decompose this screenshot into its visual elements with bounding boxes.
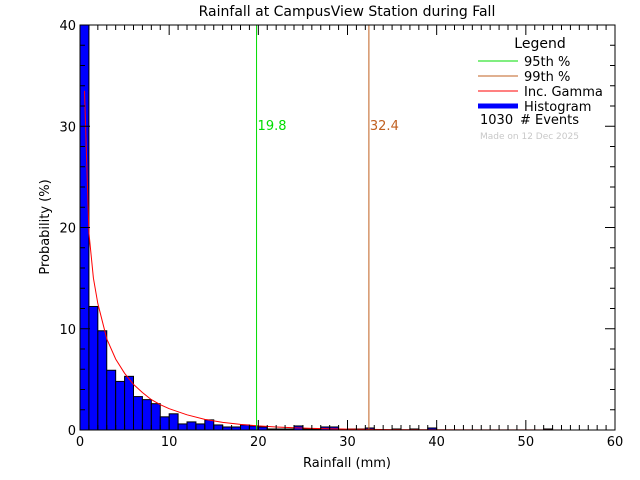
histogram-bar <box>150 403 161 431</box>
legend-item-label: Inc. Gamma <box>524 85 603 100</box>
y-tick-label: 40 <box>59 19 76 34</box>
histogram-bar <box>124 375 135 431</box>
y-tick-label: 20 <box>59 222 76 237</box>
chart-title: Rainfall at CampusView Station during Fa… <box>199 4 496 20</box>
x-tick-label: 0 <box>76 435 84 450</box>
x-tick-label: 20 <box>250 435 267 450</box>
histogram-bar <box>213 424 224 431</box>
x-tick-label: 10 <box>161 435 178 450</box>
histogram-bar <box>186 421 197 431</box>
y-tick-label: 10 <box>59 323 76 338</box>
histogram-bar <box>159 416 170 431</box>
x-axis-label: Rainfall (mm) <box>303 456 391 471</box>
legend-title: Legend <box>514 36 565 52</box>
legend-item-label: 99th % <box>524 70 570 85</box>
histogram-bar <box>133 396 143 431</box>
histogram-bar <box>195 423 206 431</box>
histogram-bar <box>88 305 99 431</box>
y-tick-label: 0 <box>68 424 76 439</box>
histogram-bar <box>141 399 152 431</box>
x-tick-label: 40 <box>428 435 445 450</box>
legend-events-count: 1030 <box>480 113 513 128</box>
y-tick-label: 30 <box>59 120 76 135</box>
x-tick-label: 60 <box>607 435 624 450</box>
histogram-bar <box>115 380 126 431</box>
legend-item-label: Histogram <box>524 100 591 115</box>
histogram-bars <box>79 24 554 431</box>
percentile-label: 19.8 <box>258 119 287 134</box>
y-axis-ticks: 0 10 20 30 40 <box>59 19 615 439</box>
histogram-bar <box>97 330 108 431</box>
x-axis-ticks: 0 10 20 30 40 50 60 <box>76 25 623 450</box>
histogram-bar <box>106 369 117 431</box>
histogram-bar <box>240 424 250 431</box>
percentile-label: 32.4 <box>370 119 399 134</box>
legend-events-label: # Events <box>520 113 579 128</box>
x-tick-label: 30 <box>339 435 356 450</box>
percentile-lines: 19.8 32.4 <box>256 25 399 430</box>
legend-made-on: Made on 12 Dec 2025 <box>480 132 579 142</box>
y-axis-label: Probability (%) <box>38 179 53 274</box>
histogram-bar <box>168 413 179 431</box>
legend-item-label: 95th % <box>524 55 570 70</box>
histogram-bar <box>204 419 215 431</box>
x-tick-label: 50 <box>518 435 535 450</box>
histogram-bar <box>177 423 188 431</box>
